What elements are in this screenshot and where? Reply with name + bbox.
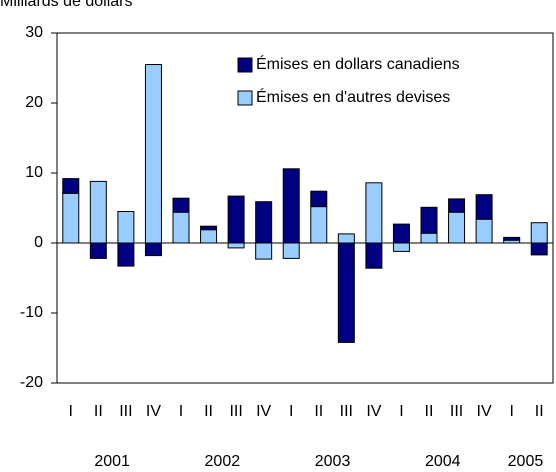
bar-segment: [172, 211, 190, 244]
bar-segment: [117, 211, 135, 244]
bar-segment: [365, 182, 383, 244]
x-tick-label: II: [425, 403, 434, 420]
bar-segment: [255, 201, 273, 244]
bar-segment: [144, 64, 162, 244]
x-group-label: 2003: [315, 453, 351, 470]
bar-segment: [310, 206, 328, 244]
bar-segment: [89, 242, 107, 259]
x-tick-label: III: [340, 403, 353, 420]
bar-segment: [530, 222, 548, 244]
y-tick-label: 20: [25, 94, 43, 111]
bar-segment: [503, 236, 521, 241]
bar-segment: [392, 242, 410, 252]
x-group-label: 2002: [205, 453, 241, 470]
bar-segment: [448, 198, 466, 213]
bar-segment: [337, 242, 355, 343]
y-tick-label: -20: [20, 374, 43, 391]
x-tick-label: IV: [477, 403, 492, 420]
x-group-label: 2004: [425, 453, 461, 470]
legend-swatch: [237, 90, 253, 106]
bar-segment: [420, 232, 438, 244]
x-tick-label: III: [229, 403, 242, 420]
bar-segment: [475, 218, 493, 244]
bar-segment: [255, 242, 273, 260]
x-tick-label: II: [94, 403, 103, 420]
bar-segment: [227, 242, 245, 249]
y-tick-label: -10: [20, 304, 43, 321]
x-group-label: 2001: [94, 453, 130, 470]
x-tick-label: I: [179, 403, 183, 420]
bar-segment: [282, 242, 300, 259]
bar-segment: [62, 192, 80, 244]
bar-segment: [62, 178, 80, 194]
x-tick-label: III: [119, 403, 132, 420]
legend-label: Émises en dollars canadiens: [256, 54, 460, 73]
bar-segment: [117, 242, 135, 267]
x-tick-label: I: [509, 403, 513, 420]
bar-segment: [475, 194, 493, 220]
bar-segment: [420, 206, 438, 234]
x-tick-label: I: [289, 403, 293, 420]
bar-segment: [144, 242, 162, 257]
y-axis-label: Milliards de dollars: [0, 0, 133, 10]
y-tick-label: 0: [34, 234, 43, 251]
bar-segment: [172, 197, 190, 213]
bar-segment: [89, 180, 107, 244]
plot-frame: [56, 32, 554, 384]
y-tick-label: 30: [25, 24, 43, 41]
bar-segment: [530, 242, 548, 256]
x-tick-label: II: [535, 403, 544, 420]
bar-segment: [392, 223, 410, 244]
y-tick-label: 10: [25, 164, 43, 181]
x-tick-label: II: [314, 403, 323, 420]
bar-segment: [200, 225, 218, 231]
x-tick-label: II: [204, 403, 213, 420]
bar-segment: [448, 211, 466, 244]
x-tick-label: IV: [256, 403, 271, 420]
x-tick-label: III: [450, 403, 463, 420]
bar-segment: [310, 190, 328, 208]
bar-segment: [200, 229, 218, 244]
legend-swatch: [237, 57, 253, 73]
x-group-label: 2005: [508, 453, 544, 470]
x-tick-label: IV: [366, 403, 381, 420]
bar-segment: [337, 233, 355, 244]
bar-segment: [365, 242, 383, 269]
x-tick-label: I: [69, 403, 73, 420]
x-tick-label: IV: [146, 403, 161, 420]
bar-segment: [227, 195, 245, 244]
legend-label: Émises en d'autres devises: [256, 87, 450, 106]
bar-segment: [282, 168, 300, 244]
x-tick-label: I: [399, 403, 403, 420]
